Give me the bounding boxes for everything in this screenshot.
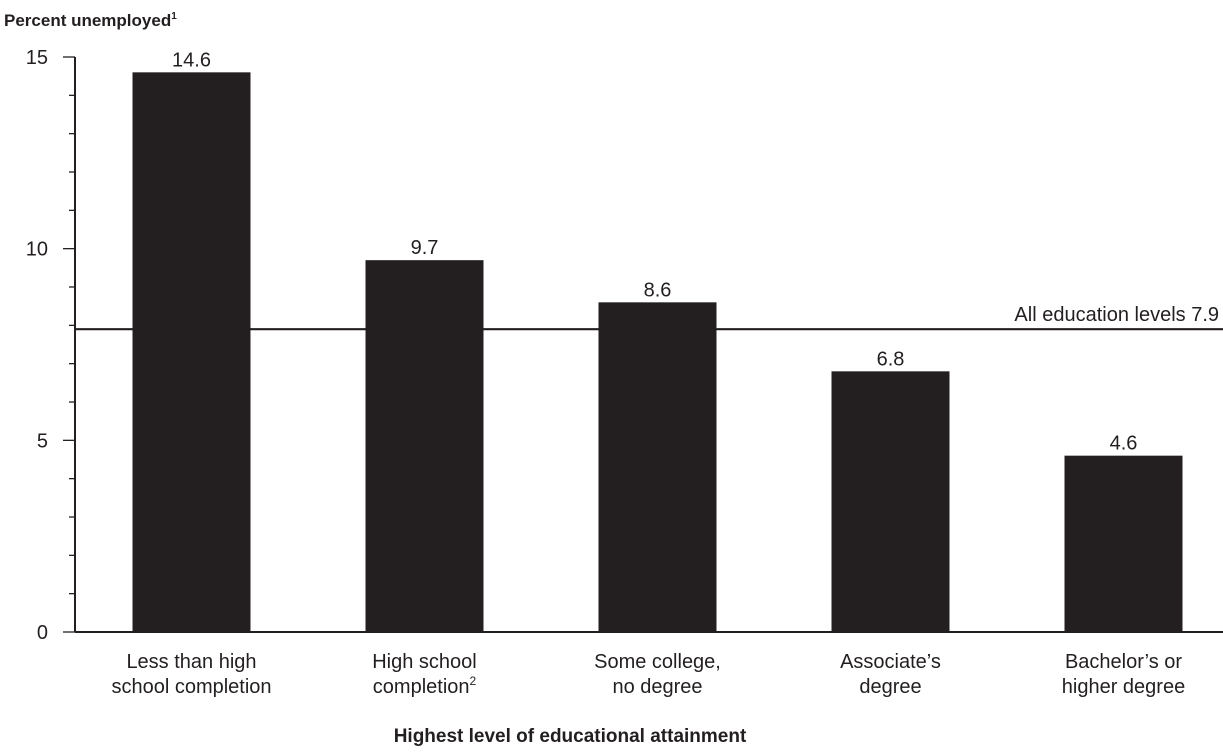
category-label-line: High school: [372, 651, 477, 673]
y-tick-label: 10: [26, 239, 48, 261]
y-axis-title-text: Percent unemployed: [4, 11, 171, 30]
bar: [598, 302, 717, 632]
category-label: Bachelor’s or higher degree: [1062, 651, 1185, 698]
x-axis-title: Highest level of educational attainment: [394, 726, 747, 747]
y-tick-label: 15: [26, 47, 48, 69]
bar-value-label: 4.6: [1110, 433, 1138, 455]
category-label-line: Some college,: [594, 651, 721, 673]
category-label: High school completion2: [372, 651, 477, 698]
category-label-text: completion: [373, 676, 470, 698]
bar-value-label: 14.6: [172, 49, 211, 71]
category-label-line: school completion: [111, 676, 271, 698]
category-label-line: Associate’s: [840, 651, 941, 673]
bar-value-label: 9.7: [411, 237, 439, 259]
bar-value-label: 6.8: [877, 348, 905, 370]
category-label-line: higher degree: [1062, 676, 1185, 698]
y-axis-title-footnote: 1: [171, 11, 177, 22]
reference-line-label: All education levels 7.9: [1014, 304, 1219, 326]
bar: [1064, 455, 1183, 632]
y-tick-label: 5: [37, 430, 48, 452]
bar: [365, 260, 484, 632]
category-footnote: 2: [470, 674, 477, 688]
category-label-line: degree: [859, 676, 921, 698]
y-axis-title: Percent unemployed1: [4, 11, 177, 30]
category-label: Associate’s degree: [840, 651, 941, 698]
category-label: Some college, no degree: [594, 651, 721, 698]
category-label-line: Less than high: [126, 651, 256, 673]
reference-line-group: All education levels 7.9: [75, 304, 1223, 331]
bar: [132, 72, 251, 633]
bar-value-label: 8.6: [644, 279, 672, 301]
bar: [831, 371, 950, 632]
y-tick-label: 0: [37, 622, 48, 644]
category-label-line: Bachelor’s or: [1065, 651, 1182, 673]
category-label-line: no degree: [612, 676, 702, 698]
category-label: Less than high school completion: [111, 651, 271, 698]
category-label-line: completion2: [373, 674, 477, 698]
bars: [132, 72, 1183, 633]
